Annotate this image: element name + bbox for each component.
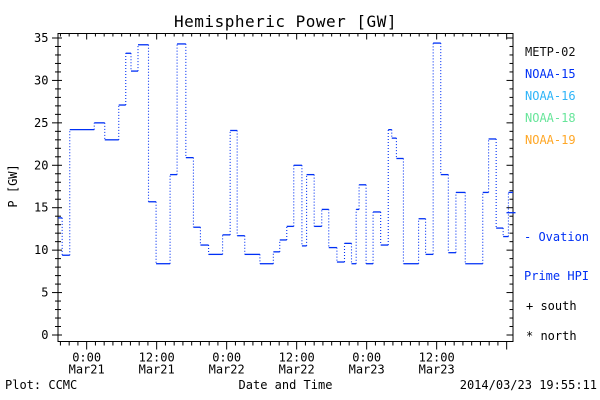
legend-item-metp-02: METP-02 xyxy=(525,45,576,59)
x-axis-label: Date and Time xyxy=(238,378,333,392)
x-tick-time-label: 0:00 xyxy=(352,351,381,365)
x-tick-time-label: 12:00 xyxy=(139,351,175,365)
x-axis-ticks xyxy=(59,33,508,350)
x-tick-date-label: Mar22 xyxy=(279,363,315,377)
x-tick-date-label: Mar23 xyxy=(419,363,455,377)
x-tick-date-label: Mar22 xyxy=(209,363,245,377)
y-tick-label: 5 xyxy=(41,286,48,300)
plot-box xyxy=(57,33,514,342)
x-tick-time-label: 12:00 xyxy=(419,351,455,365)
x-tick-date-label: Mar21 xyxy=(69,363,105,377)
footer-timestamp: 2014/03/23 19:55:11 xyxy=(459,378,597,392)
x-tick-time-label: 12:00 xyxy=(279,351,315,365)
legend-item-noaa-15: NOAA-15 xyxy=(525,67,576,81)
y-axis-ticks xyxy=(52,37,513,336)
y-axis-label: P [GW] xyxy=(6,164,21,208)
legend-item-noaa-19: NOAA-19 xyxy=(525,133,576,147)
legend-item-noaa-18: NOAA-18 xyxy=(525,111,576,125)
y-tick-label: 15 xyxy=(34,201,48,215)
ovation-legend-line1: - Ovation xyxy=(524,230,590,244)
x-tick-date-label: Mar23 xyxy=(349,363,385,377)
series-ovation-prime-hpi xyxy=(58,42,513,265)
x-tick-time-label: 0:00 xyxy=(72,351,101,365)
y-tick-label: 0 xyxy=(41,328,48,342)
marker-legend-north: * north xyxy=(526,329,577,343)
y-tick-label: 20 xyxy=(34,158,48,172)
x-tick-date-label: Mar21 xyxy=(139,363,175,377)
y-tick-label: 35 xyxy=(34,31,48,45)
tick-labels: 0:00Mar2112:00Mar210:00Mar2212:00Mar220:… xyxy=(34,31,455,377)
marker-legend-south: + south xyxy=(526,299,577,313)
x-tick-time-label: 0:00 xyxy=(212,351,241,365)
footer-plot-source: Plot: CCMC xyxy=(5,378,78,392)
ovation-legend: - Ovation Prime HPI xyxy=(524,205,589,309)
plot-title: Hemispheric Power [GW] xyxy=(174,12,397,31)
y-tick-label: 10 xyxy=(34,243,48,257)
y-tick-label: 30 xyxy=(34,73,48,87)
ovation-legend-line2: Prime HPI xyxy=(524,269,590,283)
y-tick-label: 25 xyxy=(34,116,48,130)
legend-item-noaa-16: NOAA-16 xyxy=(525,89,576,103)
